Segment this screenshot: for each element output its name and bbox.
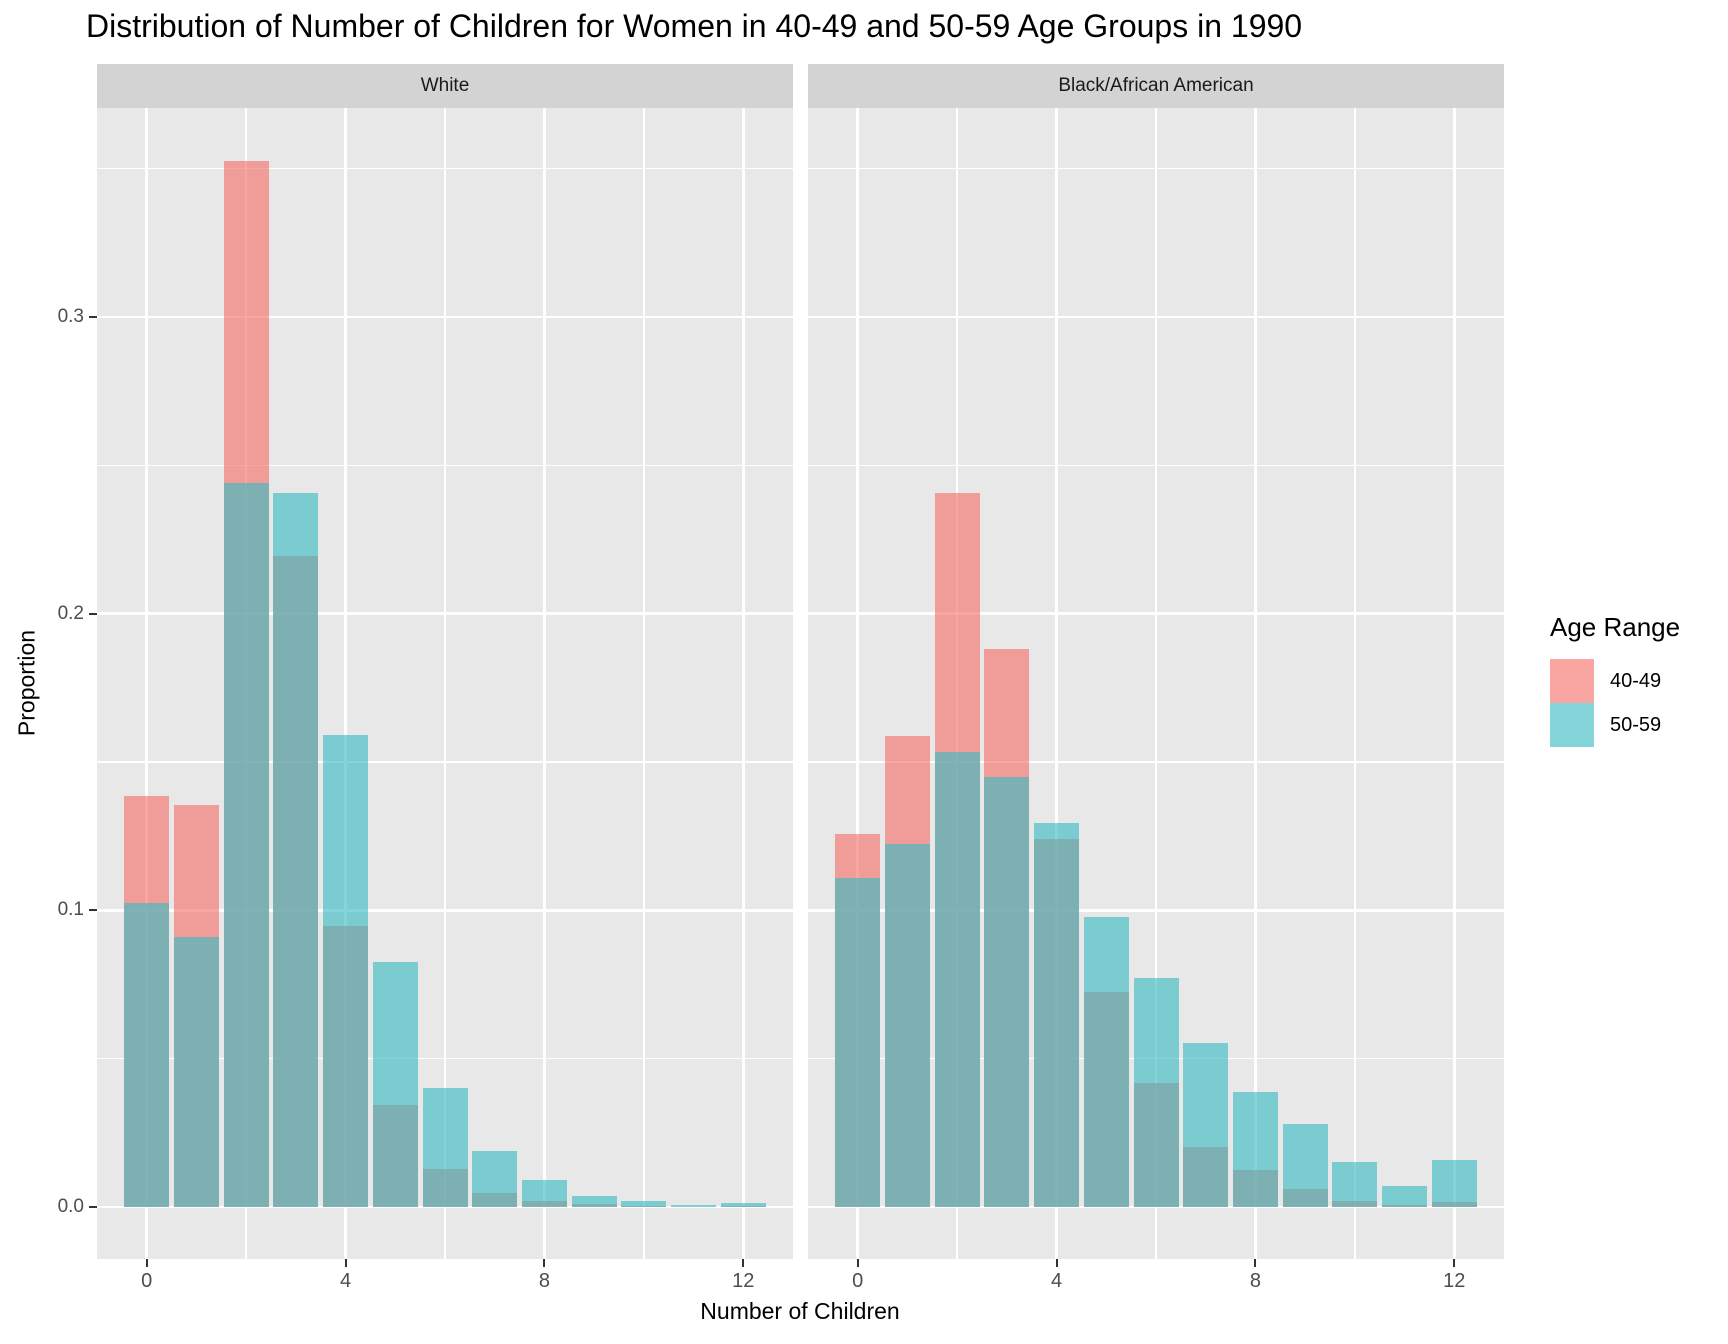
x-tick-label: 0 xyxy=(852,1270,864,1292)
bar-50-59-child-7 xyxy=(1183,1042,1229,1207)
bar-50-59-child-1 xyxy=(884,843,930,1207)
gridline-major-h xyxy=(808,1205,1504,1209)
x-tick xyxy=(742,1259,745,1267)
bar-50-59-child-9 xyxy=(571,1196,617,1207)
bar-50-59-child-2 xyxy=(223,483,269,1207)
bar-50-59-child-1 xyxy=(173,937,219,1207)
y-tick-label: 0.0 xyxy=(57,1196,84,1217)
bar-50-59-child-7 xyxy=(472,1150,518,1207)
bar-50-59-child-4 xyxy=(1034,823,1080,1207)
x-axis-title: Number of Children xyxy=(700,1298,900,1324)
gridline-major-v xyxy=(543,108,546,1259)
legend: Age Range 40-49 50-59 xyxy=(1550,612,1728,747)
facet-strip-white: White xyxy=(97,64,793,108)
bar-50-59-child-8 xyxy=(521,1180,567,1207)
y-tick xyxy=(89,909,97,912)
bar-50-59-child-12 xyxy=(720,1203,766,1207)
y-tick xyxy=(89,612,97,615)
x-tick xyxy=(145,1259,148,1267)
facet-strip-white-label: White xyxy=(420,75,470,96)
gridline-major-h xyxy=(97,612,793,615)
bar-50-59-child-6 xyxy=(1133,977,1179,1207)
x-tick-label: 12 xyxy=(732,1270,755,1292)
bar-50-59-child-9 xyxy=(1282,1123,1328,1207)
facet-panel-black xyxy=(808,108,1504,1259)
x-tick xyxy=(856,1259,859,1267)
bar-50-59-child-2 xyxy=(934,751,980,1207)
gridline-major-v xyxy=(344,108,347,1259)
gridline-minor-v xyxy=(1354,108,1356,1259)
x-tick xyxy=(1453,1259,1456,1267)
legend-item-40-49: 40-49 xyxy=(1550,659,1728,703)
x-tick xyxy=(1254,1259,1257,1267)
y-tick xyxy=(89,1206,97,1208)
y-tick xyxy=(89,315,97,318)
bar-50-59-child-4 xyxy=(323,734,369,1207)
bar-50-59-child-10 xyxy=(1332,1161,1378,1207)
bar-50-59-child-10 xyxy=(621,1201,667,1207)
legend-label-40-49: 40-49 xyxy=(1610,669,1662,692)
bar-50-59-child-3 xyxy=(984,776,1030,1207)
bar-50-59-child-0 xyxy=(835,877,881,1207)
gridline-major-v xyxy=(1254,108,1257,1259)
x-tick-label: 12 xyxy=(1443,1270,1466,1292)
x-tick-label: 8 xyxy=(1249,1270,1261,1292)
gridline-major-v xyxy=(742,108,745,1259)
bar-50-59-child-8 xyxy=(1232,1091,1278,1207)
y-tick-label: 0.2 xyxy=(57,602,84,624)
gridline-major-h xyxy=(97,1205,793,1209)
legend-items: 40-49 50-59 xyxy=(1550,659,1728,747)
bar-50-59-child-12 xyxy=(1431,1160,1477,1207)
x-tick xyxy=(543,1259,546,1267)
gridline-major-v xyxy=(856,108,859,1259)
gridline-minor-v xyxy=(444,108,446,1259)
x-tick xyxy=(344,1259,347,1267)
gridline-major-h xyxy=(808,315,1504,319)
x-tick-label: 4 xyxy=(1051,1270,1063,1292)
gridline-major-h xyxy=(97,315,793,319)
bar-50-59-child-11 xyxy=(1382,1185,1428,1207)
x-tick-label: 4 xyxy=(340,1270,352,1292)
x-tick-label: 8 xyxy=(538,1270,550,1292)
facet-strip-black-label: Black/African American xyxy=(1058,75,1254,96)
gridline-minor-v xyxy=(643,108,645,1259)
plot-title: Distribution of Number of Children for W… xyxy=(86,8,1303,44)
gridline-major-v xyxy=(1453,108,1456,1259)
y-axis-title: Proportion xyxy=(13,629,40,737)
gridline-major-h xyxy=(97,909,793,912)
bar-50-59-child-3 xyxy=(273,492,319,1207)
legend-title: Age Range xyxy=(1550,612,1681,642)
y-tick-label: 0.3 xyxy=(57,305,84,327)
facet-panel-white xyxy=(97,108,793,1259)
legend-swatch-50-59 xyxy=(1550,703,1594,747)
bar-50-59-child-6 xyxy=(422,1088,468,1207)
bar-50-59-child-0 xyxy=(124,902,170,1207)
y-tick-label: 0.1 xyxy=(57,899,84,921)
facet-strip-black: Black/African American xyxy=(808,64,1504,108)
gridline-major-h xyxy=(808,612,1504,615)
legend-item-50-59: 50-59 xyxy=(1550,703,1728,747)
x-tick-label: 0 xyxy=(141,1270,153,1292)
gridline-major-h xyxy=(808,909,1504,912)
gridline-major-v xyxy=(145,108,148,1259)
gridline-minor-v xyxy=(1155,108,1157,1259)
legend-swatch-40-49 xyxy=(1550,659,1594,703)
gridline-major-v xyxy=(1055,108,1058,1259)
x-tick xyxy=(1055,1259,1058,1267)
legend-label-50-59: 50-59 xyxy=(1610,713,1662,736)
bar-50-59-child-5 xyxy=(1083,917,1129,1207)
bar-50-59-child-5 xyxy=(372,961,418,1207)
bar-50-59-child-11 xyxy=(671,1204,717,1207)
